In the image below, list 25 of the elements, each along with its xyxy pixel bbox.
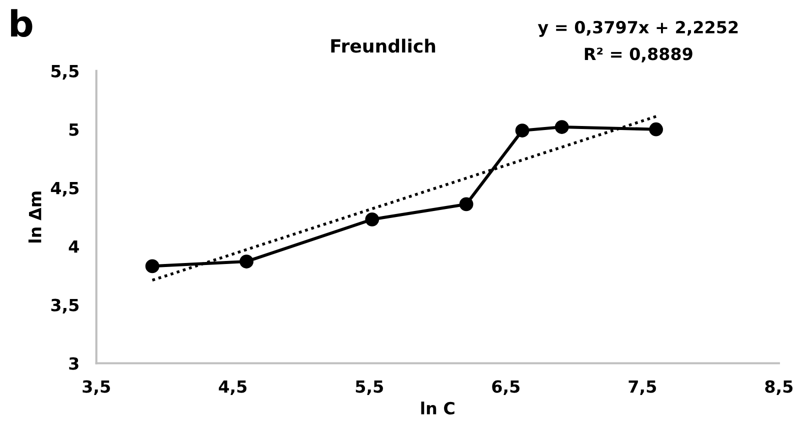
x-tick-label: 5,5 <box>356 380 383 395</box>
y-tick-label: 3,5 <box>51 298 79 314</box>
x-tick-label: 7,5 <box>628 380 656 395</box>
y-tick-label: 3 <box>69 357 78 370</box>
chart-title: Freundlich <box>331 38 436 53</box>
text: R² = 0,8889 <box>584 48 692 62</box>
point <box>649 122 663 136</box>
y-tick-label: 5 <box>69 124 79 136</box>
x-tick-label: 3,5 <box>82 380 110 395</box>
point <box>365 212 380 226</box>
point <box>240 254 254 268</box>
x-axis-title: ln C <box>421 402 454 415</box>
x-tick-label: 8,5 <box>765 380 793 395</box>
y-tick-label: 5,5 <box>51 65 79 80</box>
y-axis-title: ln Δm <box>28 192 42 242</box>
point <box>515 124 530 138</box>
x-tick-label: 6,5 <box>492 380 520 395</box>
y-tick-label: 4 <box>68 240 79 253</box>
point <box>145 259 160 274</box>
text: b <box>11 9 32 38</box>
point <box>459 197 474 212</box>
y-tick-label: 4,5 <box>50 182 79 197</box>
x-tick-label: 4,5 <box>218 380 246 395</box>
text: y = 0,3797x + 2,2252 <box>538 20 738 37</box>
point <box>554 120 569 134</box>
